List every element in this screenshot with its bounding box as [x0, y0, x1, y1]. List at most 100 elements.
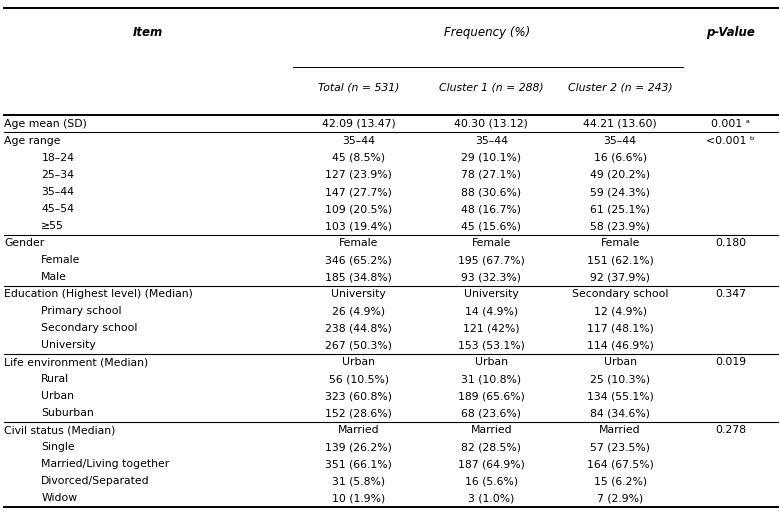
Text: <0.001 ᵇ: <0.001 ᵇ: [706, 136, 755, 146]
Text: Cluster 2 (n = 243): Cluster 2 (n = 243): [568, 82, 672, 92]
Text: Total (n = 531): Total (n = 531): [318, 82, 399, 92]
Text: Item: Item: [133, 26, 163, 39]
Text: 48 (16.7%): 48 (16.7%): [462, 204, 521, 214]
Text: 44.21 (13.60): 44.21 (13.60): [583, 119, 657, 129]
Text: Education (Highest level) (Median): Education (Highest level) (Median): [4, 289, 193, 299]
Text: 0.019: 0.019: [715, 357, 746, 367]
Text: 0.180: 0.180: [715, 238, 746, 248]
Text: 346 (65.2%): 346 (65.2%): [325, 255, 392, 265]
Text: Age range: Age range: [4, 136, 60, 146]
Text: Secondary school: Secondary school: [572, 289, 668, 299]
Text: Suburban: Suburban: [41, 408, 94, 418]
Text: 78 (27.1%): 78 (27.1%): [462, 170, 521, 180]
Text: 31 (5.8%): 31 (5.8%): [332, 476, 385, 486]
Text: 18–24: 18–24: [41, 153, 74, 163]
Text: 139 (26.2%): 139 (26.2%): [325, 442, 392, 452]
Text: 147 (27.7%): 147 (27.7%): [325, 187, 392, 197]
Text: Married: Married: [338, 425, 380, 435]
Text: 35–44: 35–44: [604, 136, 636, 146]
Text: Female: Female: [41, 255, 80, 265]
Text: 267 (50.3%): 267 (50.3%): [325, 340, 392, 350]
Text: ≥55: ≥55: [41, 221, 64, 231]
Text: 45 (15.6%): 45 (15.6%): [462, 221, 521, 231]
Text: 59 (24.3%): 59 (24.3%): [590, 187, 650, 197]
Text: 82 (28.5%): 82 (28.5%): [462, 442, 521, 452]
Text: 7 (2.9%): 7 (2.9%): [597, 494, 644, 503]
Text: 127 (23.9%): 127 (23.9%): [325, 170, 392, 180]
Text: Urban: Urban: [475, 357, 508, 367]
Text: Female: Female: [339, 238, 378, 248]
Text: 35–44: 35–44: [475, 136, 508, 146]
Text: Male: Male: [41, 272, 67, 282]
Text: 351 (66.1%): 351 (66.1%): [325, 459, 392, 469]
Text: 121 (42%): 121 (42%): [463, 323, 519, 333]
Text: 189 (65.6%): 189 (65.6%): [458, 391, 525, 401]
Text: 164 (67.5%): 164 (67.5%): [587, 459, 654, 469]
Text: 134 (55.1%): 134 (55.1%): [587, 391, 654, 401]
Text: University: University: [464, 289, 519, 299]
Text: Frequency (%): Frequency (%): [445, 26, 530, 39]
Text: 26 (4.9%): 26 (4.9%): [332, 306, 385, 316]
Text: 68 (23.6%): 68 (23.6%): [462, 408, 521, 418]
Text: 49 (20.2%): 49 (20.2%): [590, 170, 651, 180]
Text: Rural: Rural: [41, 374, 69, 384]
Text: 152 (28.6%): 152 (28.6%): [325, 408, 392, 418]
Text: p-Value: p-Value: [706, 26, 755, 39]
Text: Widow: Widow: [41, 494, 77, 503]
Text: Urban: Urban: [342, 357, 375, 367]
Text: Female: Female: [472, 238, 511, 248]
Text: Secondary school: Secondary school: [41, 323, 138, 333]
Text: 35–44: 35–44: [41, 187, 74, 197]
Text: Divorced/Separated: Divorced/Separated: [41, 476, 150, 486]
Text: 114 (46.9%): 114 (46.9%): [587, 340, 654, 350]
Text: 56 (10.5%): 56 (10.5%): [328, 374, 389, 384]
Text: 3 (1.0%): 3 (1.0%): [468, 494, 515, 503]
Text: Urban: Urban: [604, 357, 636, 367]
Text: 323 (60.8%): 323 (60.8%): [325, 391, 392, 401]
Text: 58 (23.9%): 58 (23.9%): [590, 221, 650, 231]
Text: Married: Married: [470, 425, 512, 435]
Text: 40.30 (13.12): 40.30 (13.12): [455, 119, 528, 129]
Text: 117 (48.1%): 117 (48.1%): [587, 323, 654, 333]
Text: 0.347: 0.347: [715, 289, 746, 299]
Text: Life environment (Median): Life environment (Median): [4, 357, 148, 367]
Text: 92 (37.9%): 92 (37.9%): [590, 272, 650, 282]
Text: 16 (5.6%): 16 (5.6%): [465, 476, 518, 486]
Text: 45–54: 45–54: [41, 204, 74, 214]
Text: 25–34: 25–34: [41, 170, 74, 180]
Text: 10 (1.9%): 10 (1.9%): [332, 494, 385, 503]
Text: 31 (10.8%): 31 (10.8%): [461, 374, 522, 384]
Text: Primary school: Primary school: [41, 306, 122, 316]
Text: 29 (10.1%): 29 (10.1%): [461, 153, 522, 163]
Text: 15 (6.2%): 15 (6.2%): [594, 476, 647, 486]
Text: Cluster 1 (n = 288): Cluster 1 (n = 288): [439, 82, 544, 92]
Text: 88 (30.6%): 88 (30.6%): [461, 187, 522, 197]
Text: 14 (4.9%): 14 (4.9%): [465, 306, 518, 316]
Text: Single: Single: [41, 442, 75, 452]
Text: University: University: [41, 340, 96, 350]
Text: Female: Female: [601, 238, 640, 248]
Text: 109 (20.5%): 109 (20.5%): [325, 204, 392, 214]
Text: 16 (6.6%): 16 (6.6%): [594, 153, 647, 163]
Text: 0.001 ᵃ: 0.001 ᵃ: [711, 119, 750, 129]
Text: Age mean (SD): Age mean (SD): [4, 119, 87, 129]
Text: 187 (64.9%): 187 (64.9%): [458, 459, 525, 469]
Text: 61 (25.1%): 61 (25.1%): [590, 204, 650, 214]
Text: 45 (8.5%): 45 (8.5%): [332, 153, 385, 163]
Text: 153 (53.1%): 153 (53.1%): [458, 340, 525, 350]
Text: 195 (67.7%): 195 (67.7%): [458, 255, 525, 265]
Text: 12 (4.9%): 12 (4.9%): [594, 306, 647, 316]
Text: Married/Living together: Married/Living together: [41, 459, 169, 469]
Text: 84 (34.6%): 84 (34.6%): [590, 408, 650, 418]
Text: 103 (19.4%): 103 (19.4%): [325, 221, 392, 231]
Text: 151 (62.1%): 151 (62.1%): [587, 255, 654, 265]
Text: 57 (23.5%): 57 (23.5%): [590, 442, 650, 452]
Text: Urban: Urban: [41, 391, 74, 401]
Text: 42.09 (13.47): 42.09 (13.47): [322, 119, 395, 129]
Text: 0.278: 0.278: [715, 425, 746, 435]
Text: 35–44: 35–44: [342, 136, 375, 146]
Text: University: University: [332, 289, 386, 299]
Text: 25 (10.3%): 25 (10.3%): [590, 374, 651, 384]
Text: 93 (32.3%): 93 (32.3%): [462, 272, 521, 282]
Text: Married: Married: [599, 425, 641, 435]
